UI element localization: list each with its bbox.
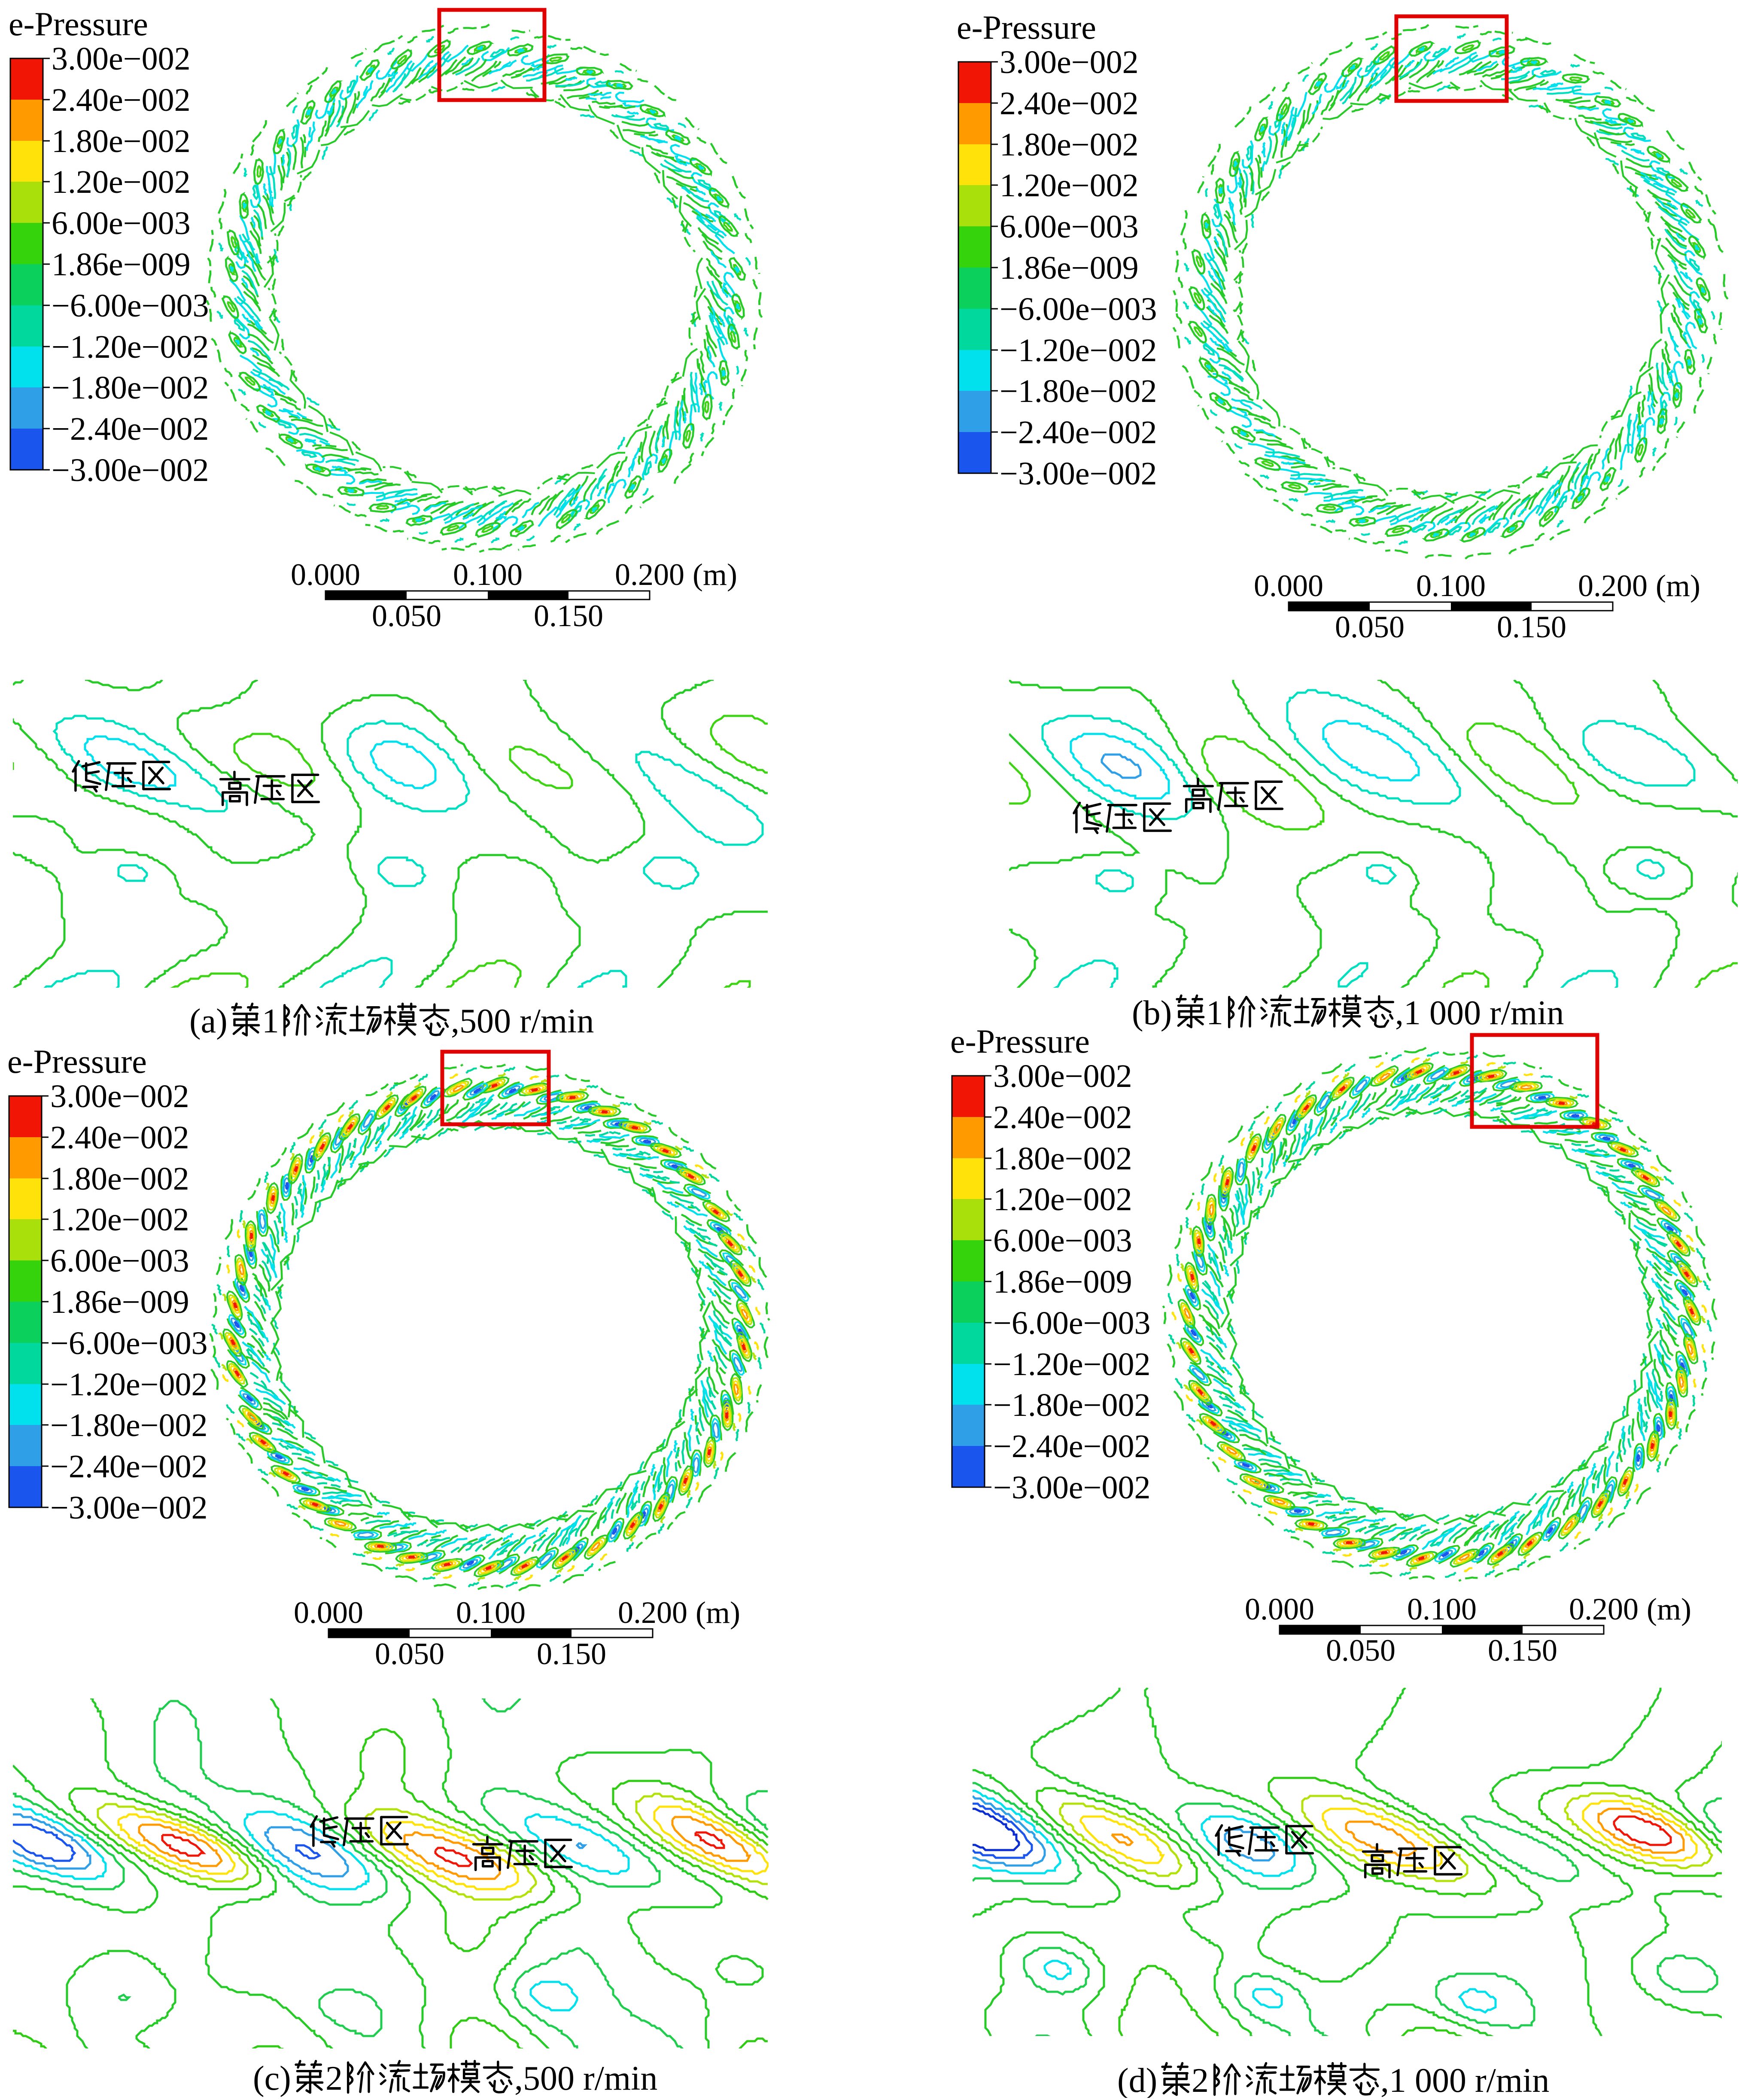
svg-text:,1 000 r/min: ,1 000 r/min xyxy=(1380,2062,1549,2098)
svg-text:2: 2 xyxy=(1192,2062,1209,2098)
svg-text:,500 r/min: ,500 r/min xyxy=(514,2060,657,2097)
svg-text:(b): (b) xyxy=(1132,994,1172,1032)
svg-text:(c): (c) xyxy=(253,2060,291,2097)
svg-text:1: 1 xyxy=(1206,994,1223,1032)
svg-text:2: 2 xyxy=(325,2060,343,2097)
svg-text:(d): (d) xyxy=(1117,2062,1157,2098)
svg-text:,500 r/min: ,500 r/min xyxy=(451,1002,594,1040)
svg-text:(a): (a) xyxy=(189,1002,228,1040)
svg-text:,1 000 r/min: ,1 000 r/min xyxy=(1395,994,1564,1032)
svg-text:1: 1 xyxy=(262,1002,279,1040)
